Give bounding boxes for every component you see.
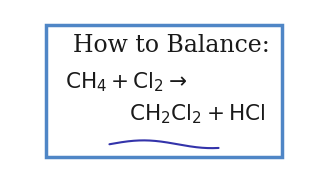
Text: $\mathregular{CH_2Cl_2 + HCl}$: $\mathregular{CH_2Cl_2 + HCl}$ — [129, 103, 265, 126]
Text: $\mathregular{CH_4 + Cl_2 \rightarrow}$: $\mathregular{CH_4 + Cl_2 \rightarrow}$ — [65, 70, 187, 94]
Text: How to Balance:: How to Balance: — [73, 34, 270, 57]
